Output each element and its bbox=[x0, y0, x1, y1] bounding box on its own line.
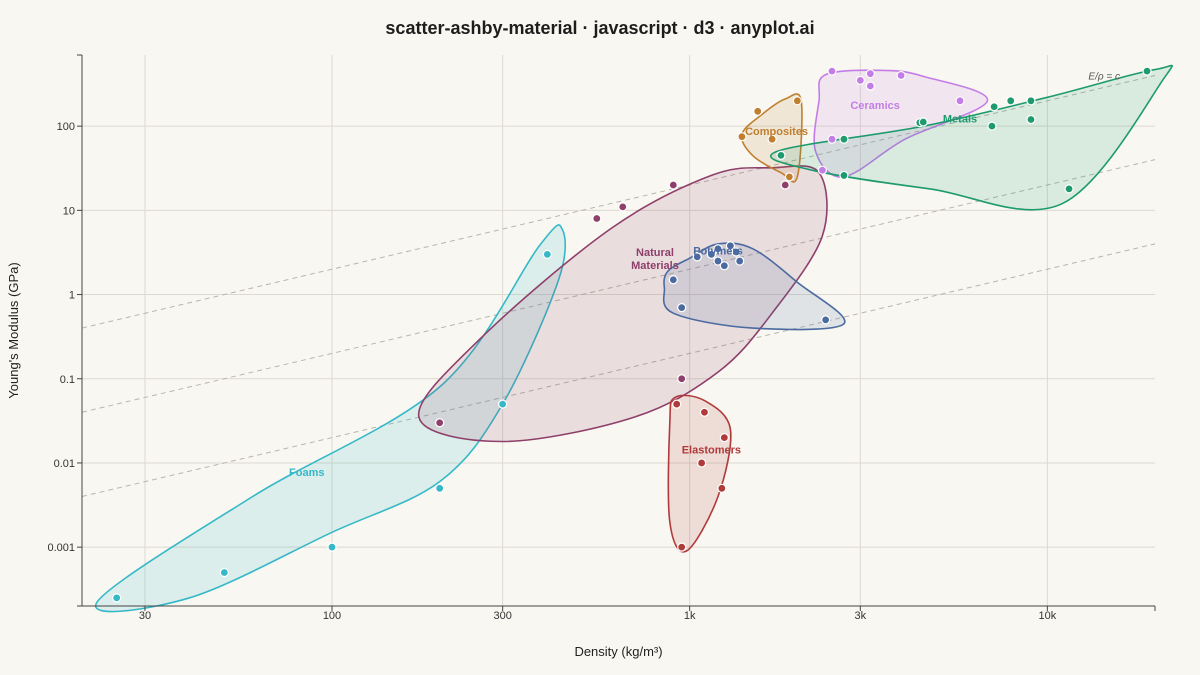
foams-point bbox=[498, 399, 508, 409]
ceramics-point bbox=[817, 165, 827, 175]
ceramics-point bbox=[827, 134, 837, 144]
foams-point bbox=[435, 483, 445, 493]
polymers-point bbox=[713, 256, 723, 266]
ceramics-point bbox=[865, 81, 875, 91]
group-labels: Foams Natural Materials Polymers Elastomers C… bbox=[289, 100, 977, 479]
natural-materials-point bbox=[780, 180, 790, 190]
polymers-point bbox=[821, 315, 831, 325]
elastomers-envelope bbox=[667, 394, 732, 553]
natural-materials-point bbox=[435, 418, 445, 428]
reference-line bbox=[81, 243, 1156, 497]
elastomers-point bbox=[699, 407, 710, 417]
elastomers-point bbox=[697, 458, 707, 468]
ceramics-point bbox=[955, 96, 965, 106]
metals-point bbox=[776, 150, 786, 160]
elastomers-point bbox=[672, 399, 682, 409]
composites-point bbox=[784, 172, 794, 182]
y-tick-label: 0.1 bbox=[60, 374, 75, 386]
metals-point bbox=[918, 117, 928, 127]
metals-point bbox=[987, 121, 997, 131]
foams-label: Foams bbox=[289, 467, 324, 479]
y-tick-label: 100 bbox=[57, 121, 75, 133]
foams-point bbox=[542, 249, 552, 259]
metals-point bbox=[989, 102, 999, 112]
ceramics-point bbox=[827, 66, 837, 76]
x-tick-label: 100 bbox=[323, 610, 341, 622]
elastomers-label: Elastomers bbox=[682, 444, 741, 456]
metals-point bbox=[1026, 114, 1036, 125]
composites-point bbox=[792, 96, 802, 106]
composites-point bbox=[737, 132, 747, 142]
polymers-point bbox=[677, 302, 687, 313]
composites-point bbox=[767, 134, 777, 144]
natural-materials-point bbox=[618, 202, 628, 212]
metals-envelope bbox=[769, 64, 1173, 211]
ceramics-label: Ceramics bbox=[850, 100, 900, 112]
x-tick-label: 30 bbox=[139, 610, 151, 622]
polymers-point bbox=[735, 256, 745, 266]
data-points bbox=[112, 66, 1152, 603]
ceramics-point bbox=[896, 70, 906, 81]
composites-point bbox=[753, 106, 763, 116]
reference-line bbox=[81, 159, 1156, 413]
elastomers-point bbox=[719, 433, 729, 443]
foams-envelope bbox=[94, 224, 567, 613]
x-tick-label: 3k bbox=[855, 610, 867, 622]
polymers-envelope bbox=[662, 242, 846, 331]
foams-point bbox=[219, 567, 229, 578]
y-tick-label: 1 bbox=[69, 290, 75, 302]
y-tick-label: 10 bbox=[63, 205, 75, 217]
metals-point bbox=[1142, 66, 1152, 76]
polymers-point bbox=[731, 247, 741, 257]
elastomers-point bbox=[717, 483, 727, 493]
x-tick-label: 1k bbox=[684, 610, 696, 622]
metals-point bbox=[1006, 96, 1016, 106]
x-axis-label: Density (kg/m³) bbox=[574, 644, 662, 659]
natural-materials-point bbox=[592, 213, 602, 224]
polymers-point bbox=[706, 249, 716, 259]
y-axis-label: Young's Modulus (GPa) bbox=[6, 262, 21, 398]
natural-materials-envelope bbox=[417, 165, 828, 443]
polymers-point bbox=[719, 261, 729, 271]
polymers-point bbox=[668, 275, 678, 285]
metals-point bbox=[1064, 184, 1074, 194]
reference-lines bbox=[81, 74, 1156, 497]
x-tick-label: 300 bbox=[493, 610, 511, 622]
metals-point bbox=[839, 170, 849, 181]
composites-label: Composites bbox=[745, 126, 808, 138]
metals-label: Metals bbox=[943, 114, 977, 126]
grid-lines bbox=[82, 55, 1155, 606]
foams-point bbox=[112, 593, 122, 603]
reference-line-label: E/ρ = c bbox=[1088, 72, 1120, 83]
polymers-point bbox=[692, 252, 702, 262]
chart-title: scatter-ashby-material · javascript · d3… bbox=[385, 18, 815, 38]
reference-line bbox=[81, 74, 1156, 329]
group-envelopes bbox=[94, 64, 1173, 613]
polymers-point bbox=[725, 241, 736, 251]
x-tick-label: 10k bbox=[1038, 610, 1056, 622]
polymers-label: Polymers bbox=[693, 245, 743, 257]
axes: 30 100 300 1k 3k 10k 0.001 0.01 0.1 1 10 100 bbox=[47, 54, 1156, 622]
ceramics-envelope bbox=[813, 69, 989, 178]
y-tick-label: 0.001 bbox=[47, 542, 75, 554]
natural-materials-point bbox=[677, 374, 687, 384]
natural-materials-label: Natural Materials bbox=[631, 247, 679, 272]
natural-materials-point bbox=[668, 180, 678, 190]
ceramics-point bbox=[865, 69, 875, 79]
elastomers-point bbox=[677, 542, 687, 552]
metals-point bbox=[839, 134, 849, 144]
metals-point bbox=[1026, 96, 1036, 106]
foams-point bbox=[327, 542, 337, 552]
y-tick-label: 0.01 bbox=[54, 458, 75, 470]
polymers-point bbox=[713, 244, 723, 254]
ceramics-point bbox=[855, 75, 865, 85]
